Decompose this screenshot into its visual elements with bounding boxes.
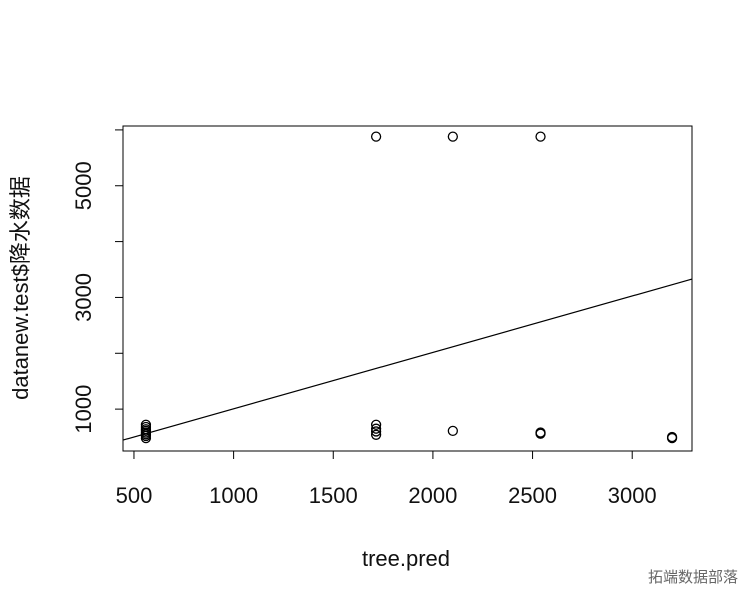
x-tick-label: 2000 [408, 483, 457, 508]
y-tick-label: 5000 [71, 161, 96, 210]
fit-line [122, 278, 693, 441]
point [447, 425, 458, 437]
point [447, 131, 458, 142]
point [535, 428, 546, 439]
point [666, 433, 678, 444]
y-tick-label: 1000 [71, 385, 96, 434]
point [370, 429, 382, 440]
plot-frame [122, 125, 693, 452]
watermark: 拓端数据部落 [648, 569, 738, 586]
x-tick-label: 500 [116, 483, 153, 508]
x-tick-label: 2500 [508, 483, 557, 508]
point [370, 419, 382, 430]
point [140, 419, 152, 430]
y-axis-label: datanew.test$降水数据 [8, 176, 33, 400]
point [370, 131, 382, 142]
point [370, 423, 382, 434]
y-tick-label: 3000 [71, 273, 96, 322]
x-tick-label: 1000 [209, 483, 258, 508]
x-axis-label: tree.pred [362, 546, 450, 571]
point [535, 131, 546, 142]
x-tick-label: 1500 [309, 483, 358, 508]
point [370, 426, 382, 437]
x-tick-label: 3000 [608, 483, 657, 508]
